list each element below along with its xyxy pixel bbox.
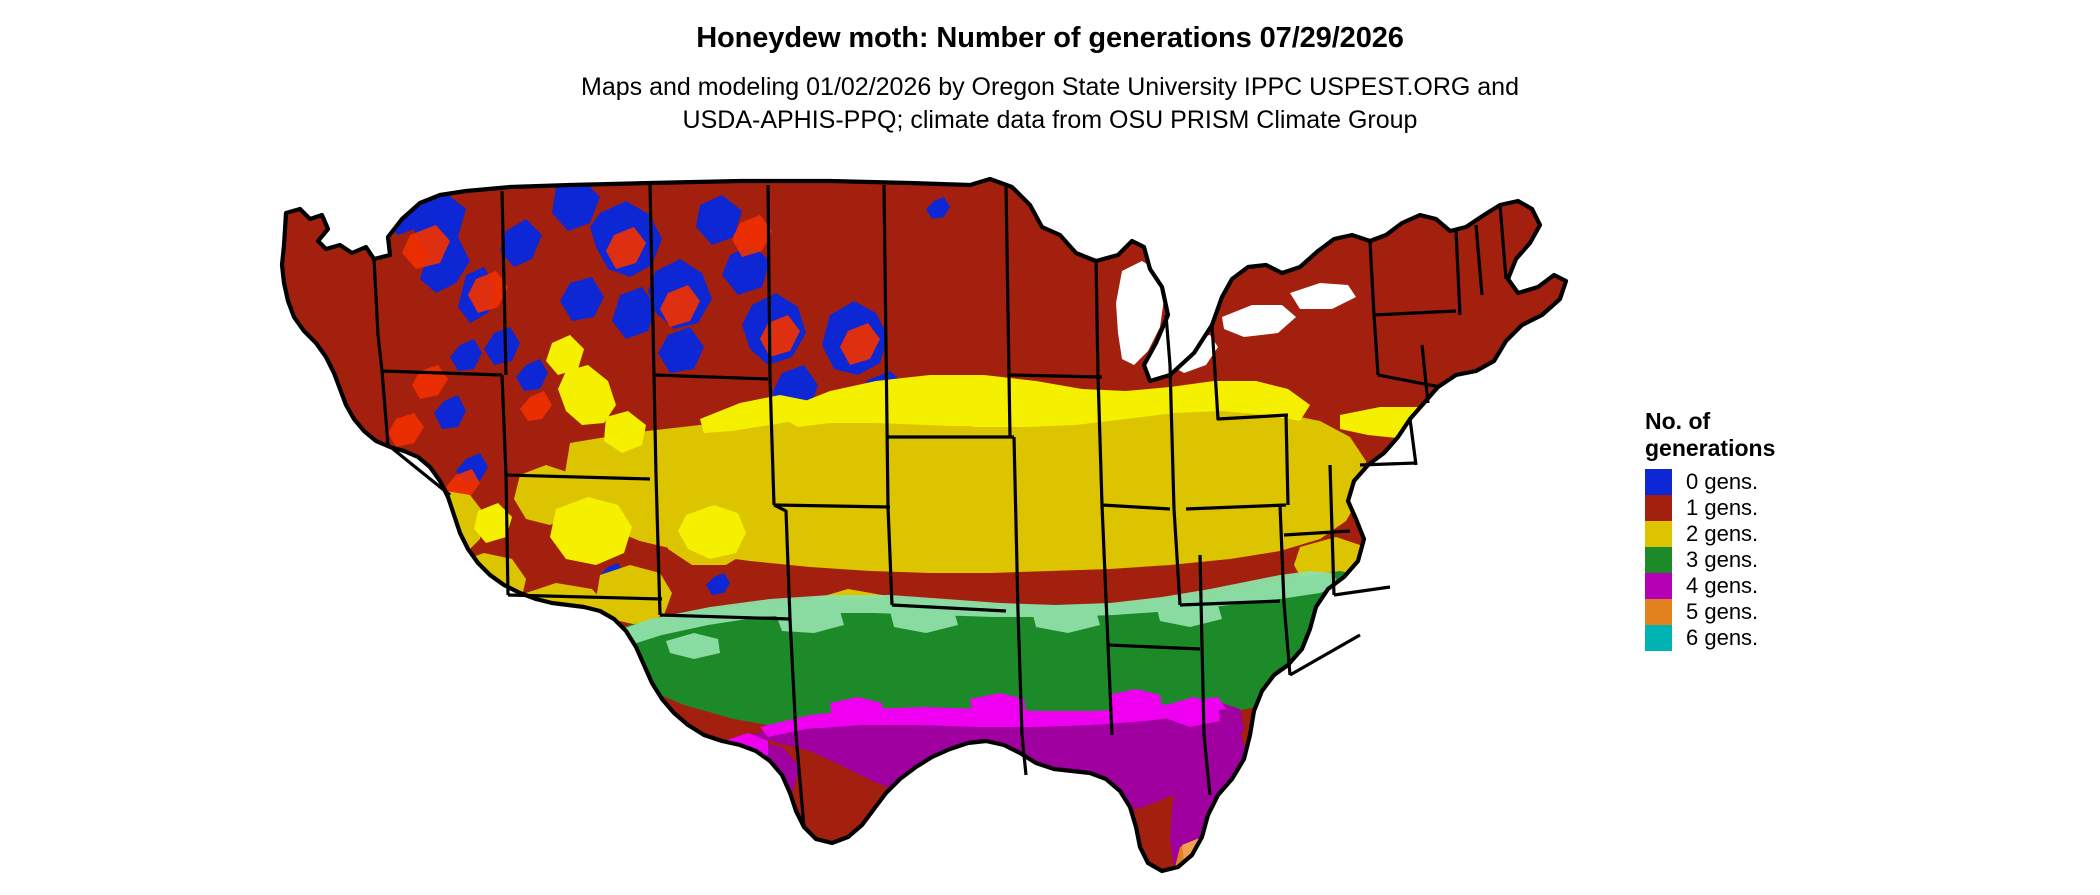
great-lakes xyxy=(1116,231,1356,373)
legend-label-0-gens: 0 gens. xyxy=(1686,469,1759,495)
legend-item-6-gens[interactable]: 6 gens. xyxy=(1645,625,1975,652)
legend-swatch-2-gens xyxy=(1645,521,1672,548)
subtitle-line-2: USDA-APHIS-PPQ; climate data from OSU PR… xyxy=(682,106,1418,135)
legend-item-2-gens[interactable]: 2 gens. xyxy=(1645,521,1975,548)
legend-label-2-gens: 2 gens. xyxy=(1686,521,1759,547)
legend-item-3-gens[interactable]: 3 gens. xyxy=(1645,547,1975,574)
state-boundaries xyxy=(279,176,1569,874)
legend-label-6-gens: 6 gens. xyxy=(1686,625,1759,651)
legend-title: No. of generations xyxy=(1645,408,1975,462)
subtitle-line-1: Maps and modeling 01/02/2026 by Oregon S… xyxy=(581,73,1519,102)
legend-swatch-6-gens xyxy=(1645,625,1672,652)
legend-item-5-gens[interactable]: 5 gens. xyxy=(1645,599,1975,626)
legend-title-line-2: generations xyxy=(1645,435,1776,462)
band-3-generations xyxy=(570,571,1386,737)
page-title: Honeydew moth: Number of generations 07/… xyxy=(696,22,1404,54)
map-subtitle: Maps and modeling 01/02/2026 by Oregon S… xyxy=(0,55,2100,137)
legend-label-5-gens: 5 gens. xyxy=(1686,599,1759,625)
legend-swatch-4-gens xyxy=(1645,573,1672,600)
map-legend: No. of generations 0 gens. 1 gens. 2 gen… xyxy=(1645,408,1975,652)
map-header: Honeydew moth: Number of generations 07/… xyxy=(0,0,2100,137)
legend-item-0-gens[interactable]: 0 gens. xyxy=(1645,469,1975,496)
legend-title-line-1: No. of xyxy=(1645,408,1711,434)
legend-swatch-1-gens xyxy=(1645,495,1672,522)
legend-label-1-gens: 1 gens. xyxy=(1686,495,1759,521)
legend-swatch-3-gens xyxy=(1645,547,1672,574)
legend-item-4-gens[interactable]: 4 gens. xyxy=(1645,573,1975,600)
choropleth-map xyxy=(270,175,1630,895)
legend-swatch-0-gens xyxy=(1645,469,1672,496)
map-raster-layers xyxy=(282,179,1566,871)
legend-label-3-gens: 3 gens. xyxy=(1686,547,1759,573)
us-generations-map-svg xyxy=(279,176,1569,874)
legend-item-list: 0 gens. 1 gens. 2 gens. 3 gens. 4 gens. … xyxy=(1645,469,1975,652)
legend-label-4-gens: 4 gens. xyxy=(1686,573,1759,599)
legend-swatch-5-gens xyxy=(1645,599,1672,626)
legend-item-1-gens[interactable]: 1 gens. xyxy=(1645,495,1975,522)
